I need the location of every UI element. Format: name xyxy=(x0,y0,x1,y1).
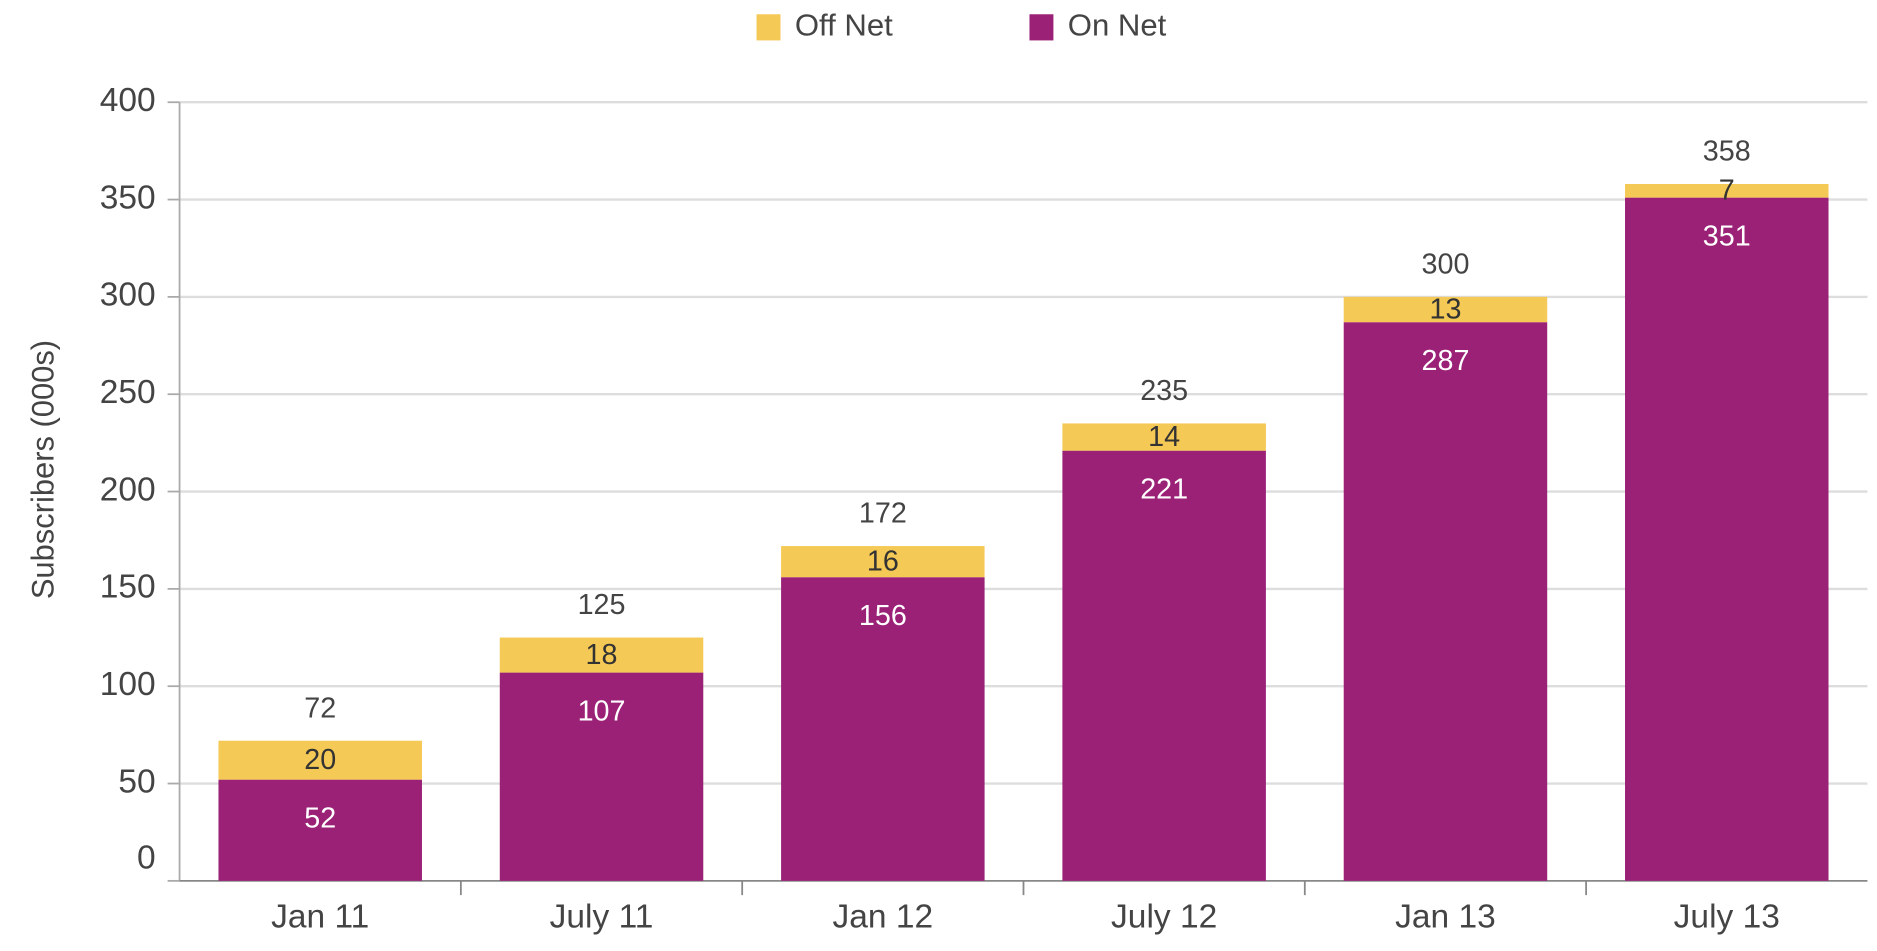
data-label: 287 xyxy=(1422,345,1470,377)
y-tick-label: 50 xyxy=(118,763,155,800)
y-tick-label: 250 xyxy=(100,374,156,411)
legend-swatch xyxy=(756,14,781,41)
bar-segment xyxy=(1062,423,1266,451)
data-label: 18 xyxy=(586,639,618,671)
total-label: 72 xyxy=(304,692,336,724)
data-label: 20 xyxy=(304,744,336,776)
total-label: 125 xyxy=(578,589,626,621)
x-tick-label: July 13 xyxy=(1674,899,1780,936)
bar-segment xyxy=(1343,322,1548,881)
bar-segment xyxy=(1343,296,1548,323)
data-label: 16 xyxy=(867,545,899,577)
x-tick-label: July 11 xyxy=(550,899,654,936)
bar-segment xyxy=(781,577,985,881)
bar-segment xyxy=(218,779,422,881)
data-label: 52 xyxy=(304,803,336,835)
x-tick-label: Jan 11 xyxy=(271,899,369,936)
y-tick-label: 400 xyxy=(100,82,156,119)
y-tick-label: 100 xyxy=(100,666,156,703)
bar-segment xyxy=(781,546,985,578)
data-label: 156 xyxy=(859,600,907,632)
bar-segment xyxy=(1625,183,1829,198)
data-label: 107 xyxy=(578,696,626,728)
x-tick-label: July 12 xyxy=(1111,899,1217,936)
y-tick-label: 0 xyxy=(137,839,156,876)
total-label: 172 xyxy=(859,498,907,530)
data-label: 7 xyxy=(1719,175,1735,207)
bar-segment xyxy=(499,637,704,673)
data-label: 13 xyxy=(1429,293,1461,325)
y-tick-label: 150 xyxy=(100,569,156,606)
y-axis-label: Subscribers (000s) xyxy=(26,340,61,599)
x-tick-label: Jan 13 xyxy=(1395,899,1496,936)
total-label: 358 xyxy=(1703,136,1751,168)
total-label: 235 xyxy=(1140,375,1188,407)
y-tick-label: 200 xyxy=(100,471,156,508)
total-label: 300 xyxy=(1422,249,1470,281)
legend-swatch xyxy=(1029,14,1054,41)
bar-segment xyxy=(1625,197,1829,881)
bar-segment xyxy=(499,672,704,881)
data-label: 14 xyxy=(1148,421,1180,453)
bar-segment xyxy=(218,740,422,780)
data-label: 351 xyxy=(1703,221,1751,253)
y-tick-label: 300 xyxy=(100,277,156,314)
legend-label: Off Net xyxy=(795,8,893,43)
y-tick-label: 350 xyxy=(100,179,156,216)
bar-segment xyxy=(1062,450,1266,881)
x-tick-label: Jan 12 xyxy=(833,899,934,936)
data-label: 221 xyxy=(1140,474,1188,506)
legend-label: On Net xyxy=(1068,8,1167,43)
